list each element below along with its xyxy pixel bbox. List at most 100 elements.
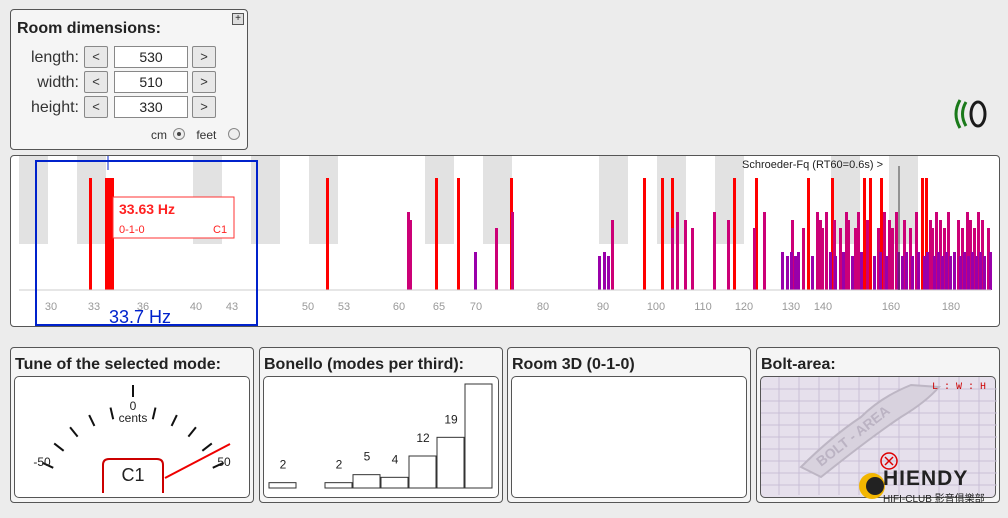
tangential-mode-line[interactable] — [939, 220, 942, 290]
cm-radio[interactable] — [173, 127, 185, 140]
oblique-mode-line[interactable] — [790, 252, 793, 290]
oblique-mode-line[interactable] — [989, 252, 992, 290]
tangential-mode-line[interactable] — [883, 212, 886, 290]
tangential-mode-line[interactable] — [931, 228, 934, 290]
oblique-mode-line[interactable] — [860, 252, 863, 290]
tangential-mode-line[interactable] — [495, 228, 498, 290]
length-decrement-button[interactable]: < — [84, 46, 108, 68]
tangential-mode-line[interactable] — [727, 220, 730, 290]
tangential-mode-line[interactable] — [891, 228, 894, 290]
tangential-mode-line[interactable] — [977, 212, 980, 290]
height-input[interactable]: 330 — [114, 96, 188, 118]
tangential-mode-line[interactable] — [966, 212, 969, 290]
oblique-mode-line[interactable] — [842, 252, 845, 290]
axial-mode-line[interactable] — [643, 178, 646, 290]
tangential-mode-line[interactable] — [854, 228, 857, 290]
length-increment-button[interactable]: > — [192, 46, 216, 68]
oblique-mode-line[interactable] — [963, 252, 966, 290]
oblique-mode-line[interactable] — [905, 252, 908, 290]
tangential-mode-line[interactable] — [816, 212, 819, 290]
tangential-mode-line[interactable] — [825, 212, 828, 290]
axial-mode-line[interactable] — [326, 178, 329, 290]
oblique-mode-line[interactable] — [945, 252, 948, 290]
axial-mode-line[interactable] — [831, 178, 834, 290]
feet-radio[interactable] — [228, 127, 241, 140]
oblique-mode-line[interactable] — [983, 256, 986, 290]
oblique-mode-line[interactable] — [885, 256, 888, 290]
oblique-mode-line[interactable] — [797, 252, 800, 290]
selected-mode-line[interactable] — [105, 178, 111, 290]
oblique-mode-line[interactable] — [911, 256, 914, 290]
tangential-mode-line[interactable] — [753, 228, 756, 290]
tangential-mode-line[interactable] — [763, 212, 766, 290]
tangential-mode-line[interactable] — [929, 220, 932, 290]
axial-mode-line[interactable] — [807, 178, 810, 290]
oblique-mode-line[interactable] — [949, 256, 952, 290]
tangential-mode-line[interactable] — [409, 220, 412, 290]
tangential-mode-line[interactable] — [691, 228, 694, 290]
tangential-mode-line[interactable] — [903, 220, 906, 290]
height-increment-button[interactable]: > — [192, 96, 216, 118]
oblique-mode-line[interactable] — [941, 256, 944, 290]
tangential-mode-line[interactable] — [973, 228, 976, 290]
tangential-mode-line[interactable] — [611, 220, 614, 290]
tangential-mode-line[interactable] — [895, 212, 898, 290]
tangential-mode-line[interactable] — [877, 228, 880, 290]
tangential-mode-line[interactable] — [845, 212, 848, 290]
tangential-mode-line[interactable] — [511, 212, 514, 290]
oblique-mode-line[interactable] — [933, 256, 936, 290]
tangential-mode-line[interactable] — [833, 220, 836, 290]
selection-box[interactable] — [35, 160, 258, 326]
tangential-mode-line[interactable] — [935, 212, 938, 290]
length-input[interactable]: 530 — [114, 46, 188, 68]
height-decrement-button[interactable]: < — [84, 96, 108, 118]
tangential-mode-line[interactable] — [987, 228, 990, 290]
tangential-mode-line[interactable] — [839, 228, 842, 290]
expand-icon[interactable]: + — [232, 13, 244, 25]
tangential-mode-line[interactable] — [981, 220, 984, 290]
tangential-mode-line[interactable] — [866, 220, 869, 290]
width-increment-button[interactable]: > — [192, 71, 216, 93]
oblique-mode-line[interactable] — [926, 252, 929, 290]
tangential-mode-line[interactable] — [857, 212, 860, 290]
oblique-mode-line[interactable] — [834, 256, 837, 290]
axial-mode-line[interactable] — [755, 178, 758, 290]
oblique-mode-line[interactable] — [598, 256, 601, 290]
tangential-mode-line[interactable] — [802, 228, 805, 290]
oblique-mode-line[interactable] — [971, 252, 974, 290]
tangential-mode-line[interactable] — [909, 228, 912, 290]
axial-mode-line[interactable] — [869, 178, 872, 290]
tangential-mode-line[interactable] — [969, 220, 972, 290]
tangential-mode-line[interactable] — [713, 212, 716, 290]
axial-mode-line[interactable] — [925, 178, 928, 290]
oblique-mode-line[interactable] — [474, 252, 477, 290]
sound-wave-icon[interactable] — [948, 94, 996, 134]
axial-mode-line[interactable] — [863, 178, 866, 290]
oblique-mode-line[interactable] — [979, 252, 982, 290]
oblique-mode-line[interactable] — [873, 256, 876, 290]
tangential-mode-line[interactable] — [961, 228, 964, 290]
mode-spectrum-panel[interactable]: 30 33 36 40 43 50 53 60 65 70 80 90 100 110 120 130 140 1… — [10, 155, 1000, 327]
oblique-mode-line[interactable] — [851, 256, 854, 290]
oblique-mode-line[interactable] — [953, 252, 956, 290]
tangential-mode-line[interactable] — [676, 212, 679, 290]
oblique-mode-line[interactable] — [967, 256, 970, 290]
oblique-mode-line[interactable] — [901, 256, 904, 290]
tangential-mode-line[interactable] — [819, 220, 822, 290]
axial-mode-line[interactable] — [733, 178, 736, 290]
oblique-mode-line[interactable] — [811, 256, 814, 290]
oblique-mode-line[interactable] — [923, 256, 926, 290]
tangential-mode-line[interactable] — [915, 212, 918, 290]
tangential-mode-line[interactable] — [407, 212, 410, 290]
tangential-mode-line[interactable] — [943, 228, 946, 290]
axial-mode-line[interactable] — [921, 178, 924, 290]
oblique-mode-line[interactable] — [794, 256, 797, 290]
oblique-mode-line[interactable] — [959, 256, 962, 290]
width-decrement-button[interactable]: < — [84, 71, 108, 93]
axial-mode-line[interactable] — [457, 178, 460, 290]
oblique-mode-line[interactable] — [975, 256, 978, 290]
tangential-mode-line[interactable] — [821, 228, 824, 290]
tangential-mode-line[interactable] — [671, 228, 674, 290]
axial-mode-line[interactable] — [89, 178, 92, 290]
tangential-mode-line[interactable] — [947, 212, 950, 290]
